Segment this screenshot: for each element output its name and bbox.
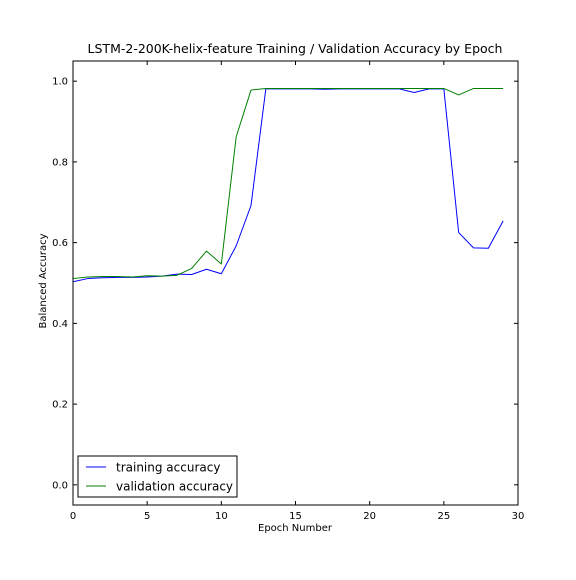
y-tick-label: 0.6 bbox=[52, 238, 68, 249]
legend-label: validation accuracy bbox=[116, 480, 233, 494]
y-tick-label: 0.0 bbox=[52, 480, 68, 491]
y-tick-label: 0.4 bbox=[52, 319, 68, 330]
x-tick-label: 30 bbox=[512, 511, 525, 522]
legend-box bbox=[77, 455, 238, 498]
x-tick-label: 10 bbox=[215, 511, 228, 522]
series-line-validation bbox=[72, 87, 504, 280]
legend-label: training accuracy bbox=[116, 461, 220, 475]
plot-frame bbox=[72, 60, 519, 506]
y-tick-label: 0.2 bbox=[52, 400, 68, 411]
y-tick-label: 1.0 bbox=[52, 77, 68, 88]
x-tick-label: 15 bbox=[289, 511, 302, 522]
chart-title: LSTM-2-200K-helix-feature Training / Val… bbox=[88, 41, 503, 56]
plot-area: 0 5 10 15 20 25 30 0.0 0.2 0.4 0.6 0.8 1.0 training a… bbox=[52, 60, 525, 522]
x-tick-label: 20 bbox=[363, 511, 376, 522]
series-line-training bbox=[72, 88, 504, 283]
legend: training accuracy validation accuracy bbox=[77, 455, 238, 498]
x-tick-label: 5 bbox=[144, 511, 150, 522]
x-axis-label: Epoch Number bbox=[258, 523, 333, 534]
x-tick-label: 25 bbox=[437, 511, 450, 522]
x-tick-label: 0 bbox=[70, 511, 76, 522]
y-axis-label: Balanced Accuracy bbox=[38, 233, 49, 328]
y-tick-label: 0.8 bbox=[52, 157, 68, 168]
